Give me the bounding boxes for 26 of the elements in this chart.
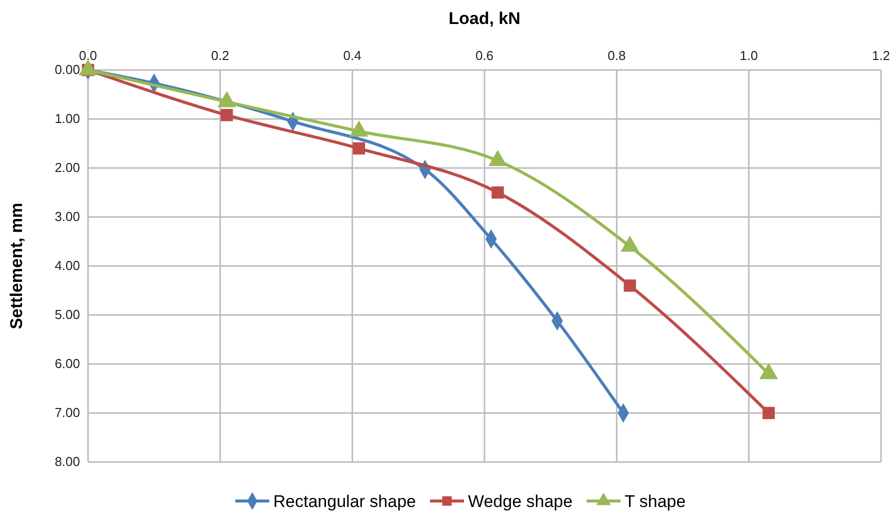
point bbox=[762, 406, 775, 420]
point bbox=[624, 279, 636, 292]
legend-label: T shape bbox=[624, 492, 686, 511]
point bbox=[352, 142, 366, 155]
x-axis-title: Load, kN bbox=[448, 9, 520, 28]
x-tick-label: 1.2 bbox=[872, 48, 890, 63]
y-tick-label: 0.00 bbox=[54, 62, 80, 78]
y-axis-title: Settlement, mm bbox=[7, 202, 26, 330]
x-tick-label: 0.2 bbox=[211, 48, 230, 63]
x-tick-label: 0.6 bbox=[475, 48, 494, 63]
x-tick-label: 0.8 bbox=[608, 48, 626, 63]
y-tick-label: 7.00 bbox=[54, 405, 80, 420]
x-tick-label: 1.0 bbox=[740, 48, 758, 63]
y-tick-label: 4.00 bbox=[54, 258, 80, 274]
y-tick-label: 8.00 bbox=[54, 454, 80, 470]
y-tick-label: 2.00 bbox=[54, 160, 80, 176]
point bbox=[220, 108, 233, 122]
point bbox=[492, 186, 504, 199]
y-tick-label: 5.00 bbox=[54, 307, 80, 322]
legend-label: Wedge shape bbox=[468, 492, 573, 511]
x-tick-label: 0.4 bbox=[343, 48, 362, 63]
legend-label: Rectangular shape bbox=[273, 492, 416, 511]
y-tick-label: 6.00 bbox=[54, 356, 80, 372]
y-tick-label: 1.00 bbox=[54, 111, 80, 126]
x-tick-label: 0.0 bbox=[78, 48, 98, 63]
y-tick-label: 3.00 bbox=[54, 209, 80, 224]
